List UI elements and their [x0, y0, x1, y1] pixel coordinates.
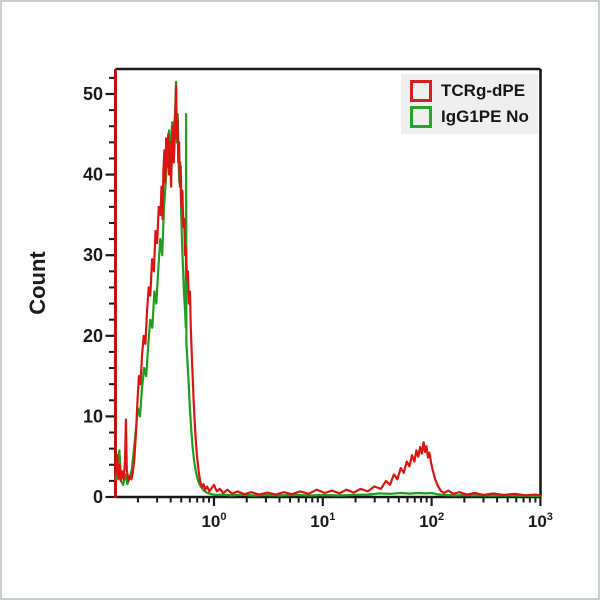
svg-text:40: 40	[83, 165, 103, 185]
y-axis-label: Count	[25, 251, 50, 315]
svg-text:103: 103	[528, 511, 553, 531]
legend-item-tcrg-dpe: TCRg-dPE	[410, 79, 534, 103]
legend-item-igg1pe: IgG1PE No	[410, 105, 534, 129]
svg-text:101: 101	[310, 511, 335, 531]
svg-text:0: 0	[93, 487, 103, 507]
legend: TCRg-dPE IgG1PE No	[401, 74, 538, 134]
svg-text:100: 100	[201, 511, 226, 531]
legend-label-tcrg-dpe: TCRg-dPE	[441, 81, 526, 100]
legend-swatch-red-icon	[410, 80, 432, 102]
svg-text:20: 20	[83, 326, 103, 346]
svg-text:50: 50	[83, 84, 103, 104]
svg-text:10: 10	[83, 406, 103, 426]
svg-text:30: 30	[83, 245, 103, 265]
svg-text:102: 102	[419, 511, 444, 531]
legend-swatch-green-icon	[410, 106, 432, 128]
legend-label-igg1pe: IgG1PE No	[441, 107, 529, 126]
